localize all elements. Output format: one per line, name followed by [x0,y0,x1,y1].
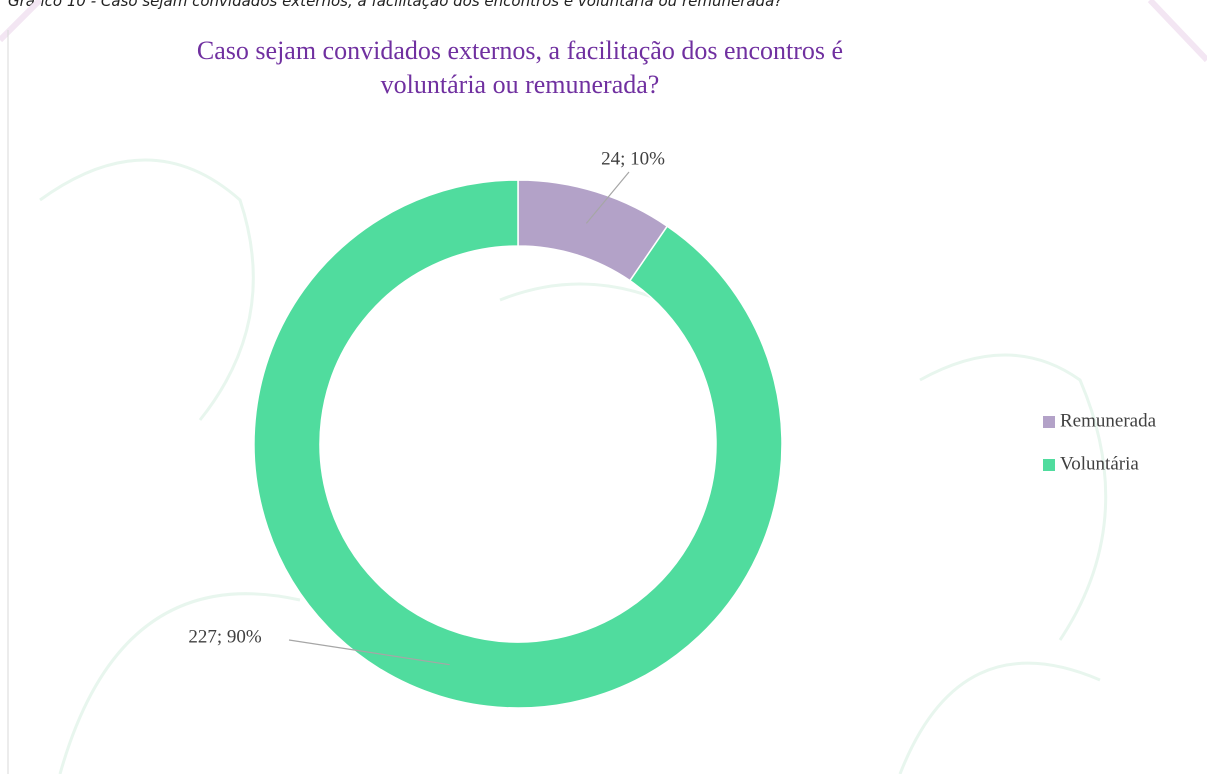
chart-title: Caso sejam convidados externos, a facili… [180,34,860,102]
data-label: 227; 90% [188,626,262,647]
legend-label: Voluntária [1060,453,1139,474]
page: {"caption": "Gráfico 10 - Caso sejam con… [0,0,1207,774]
legend-swatch [1043,459,1055,471]
data-label: 24; 10% [601,148,665,169]
legend-label: Remunerada [1060,410,1157,431]
legend-swatch [1043,416,1055,428]
donut-slice [254,180,782,708]
chart: 24; 10% 227; 90% Remunerada Voluntária [0,0,1207,774]
